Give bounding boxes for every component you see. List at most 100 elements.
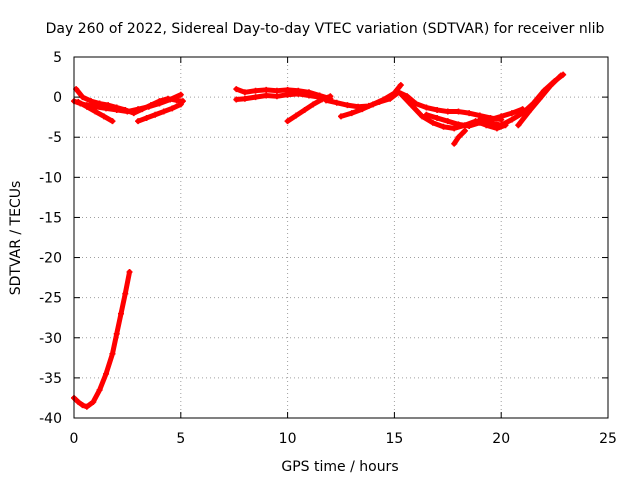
data-point bbox=[301, 106, 308, 113]
data-point bbox=[338, 113, 344, 120]
data-point bbox=[344, 102, 351, 109]
grid bbox=[74, 57, 608, 418]
data-point bbox=[466, 122, 473, 129]
data-point bbox=[130, 110, 137, 117]
data-point bbox=[241, 89, 248, 96]
data-point bbox=[79, 402, 86, 409]
y-axis-label: SDTVAR / TECUs bbox=[8, 181, 24, 296]
data-point bbox=[423, 111, 430, 118]
y-tick-label: -35 bbox=[39, 371, 62, 387]
data-point bbox=[233, 96, 240, 103]
data-point bbox=[359, 106, 366, 113]
series-trace bbox=[71, 269, 133, 410]
data-point bbox=[177, 101, 184, 108]
data-point bbox=[498, 113, 505, 120]
data-point bbox=[96, 100, 103, 107]
data-point bbox=[113, 104, 120, 111]
data-point bbox=[263, 92, 270, 99]
data-point bbox=[310, 101, 317, 108]
data-point bbox=[156, 98, 163, 105]
data-point bbox=[126, 268, 133, 275]
y-tick-label: -25 bbox=[39, 291, 62, 307]
data-point bbox=[305, 92, 312, 99]
data-point bbox=[455, 134, 462, 141]
data-point bbox=[152, 111, 159, 118]
x-tick-label: 20 bbox=[492, 431, 510, 447]
data-point bbox=[160, 108, 167, 115]
data-point bbox=[263, 86, 270, 93]
data-point bbox=[173, 97, 180, 104]
data-point bbox=[558, 72, 565, 79]
data-point bbox=[455, 108, 462, 115]
data-point bbox=[408, 102, 415, 109]
series-track-c bbox=[73, 86, 186, 117]
data-point bbox=[547, 82, 554, 89]
series-track-o bbox=[515, 72, 565, 129]
data-point bbox=[451, 140, 458, 147]
data-point bbox=[109, 118, 116, 125]
data-point bbox=[455, 121, 462, 128]
x-tick-label: 15 bbox=[385, 431, 403, 447]
series-track-j bbox=[338, 82, 404, 120]
data-point bbox=[143, 114, 150, 121]
data-point bbox=[241, 95, 248, 102]
data-point bbox=[105, 102, 112, 109]
data-point bbox=[113, 330, 120, 337]
data-point bbox=[508, 116, 515, 123]
data-point bbox=[75, 398, 82, 405]
data-point bbox=[83, 403, 90, 410]
data-point bbox=[83, 103, 90, 110]
data-point bbox=[79, 94, 86, 101]
data-point bbox=[147, 102, 154, 109]
data-point bbox=[96, 386, 103, 393]
data-point bbox=[169, 105, 176, 112]
data-point bbox=[466, 110, 473, 117]
series-trace bbox=[338, 82, 404, 119]
y-tick-label: -10 bbox=[39, 170, 62, 186]
x-tick-label: 10 bbox=[279, 431, 297, 447]
data-point bbox=[348, 110, 355, 117]
data-point bbox=[419, 113, 426, 120]
data-point bbox=[252, 87, 259, 94]
data-point bbox=[423, 104, 430, 111]
series-track-k bbox=[397, 90, 509, 132]
data-point bbox=[75, 98, 82, 105]
axes-ticks: 0 5 10 15 20 25 5 0 -5 -10 -15 -20 -25 -30 -35 -40 bbox=[39, 50, 617, 447]
y-tick-label: -15 bbox=[39, 210, 62, 226]
data-point bbox=[525, 108, 532, 115]
data-point bbox=[88, 98, 95, 105]
x-axis-label: GPS time / hours bbox=[281, 459, 398, 475]
data-point bbox=[323, 97, 330, 104]
y-tick-label: 0 bbox=[53, 90, 62, 106]
data-point bbox=[139, 106, 146, 113]
y-tick-label: 5 bbox=[53, 50, 62, 66]
series-trace bbox=[423, 106, 526, 129]
data-point bbox=[429, 119, 436, 126]
x-tick-label: 0 bbox=[70, 431, 79, 447]
series-track-a bbox=[71, 268, 133, 410]
data-point bbox=[536, 95, 543, 102]
data-point bbox=[440, 123, 447, 130]
data-point bbox=[451, 125, 458, 132]
y-tick-label: -5 bbox=[48, 130, 62, 146]
data-point bbox=[122, 290, 129, 297]
data-point bbox=[397, 90, 404, 97]
data-point bbox=[284, 118, 291, 125]
data-point bbox=[293, 112, 300, 119]
data-point bbox=[333, 99, 340, 106]
data-point bbox=[487, 119, 494, 126]
data-point bbox=[434, 106, 441, 113]
data-point bbox=[295, 90, 302, 97]
x-tick-label: 25 bbox=[599, 431, 617, 447]
data-point bbox=[90, 398, 97, 405]
data-point bbox=[498, 122, 505, 129]
data-point bbox=[444, 108, 451, 115]
y-tick-label: -30 bbox=[39, 331, 62, 347]
x-tick-label: 5 bbox=[176, 431, 185, 447]
plot-frame bbox=[73, 56, 609, 419]
data-point bbox=[273, 93, 280, 100]
y-tick-label: -20 bbox=[39, 251, 62, 267]
y-tick-label: -40 bbox=[39, 411, 62, 427]
series-track-d bbox=[75, 98, 116, 125]
